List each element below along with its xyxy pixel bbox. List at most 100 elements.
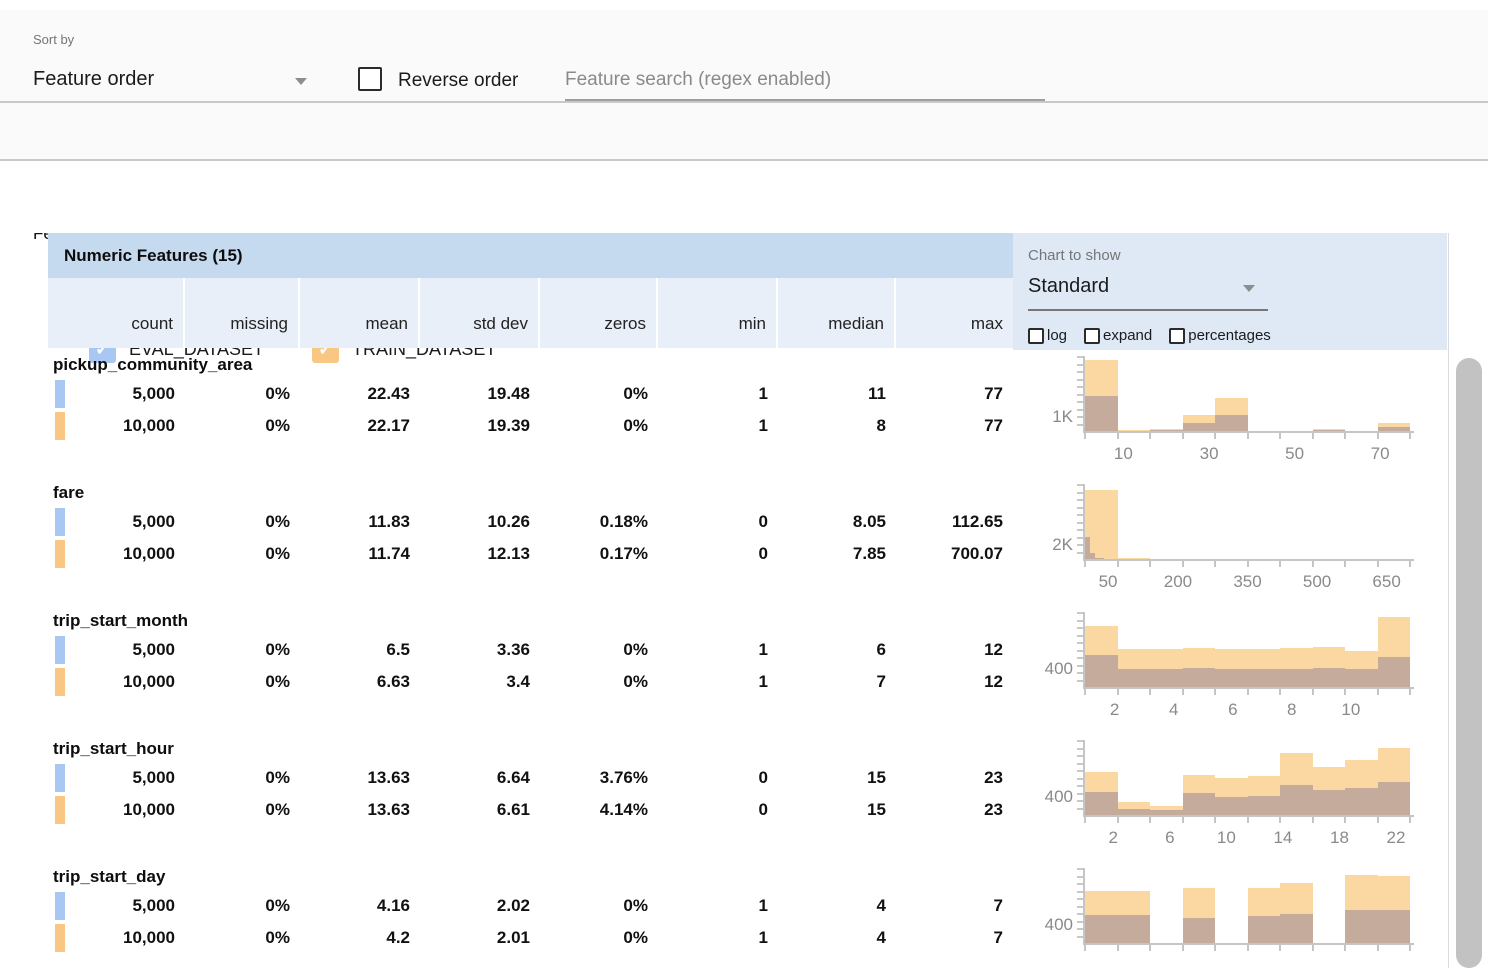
x-axis-tick-label: 10: [1341, 700, 1361, 719]
hist-bar-eval_dataset: [1247, 915, 1280, 943]
feature-name: trip_start_day: [53, 867, 166, 886]
feature-block-fare: fare 5,000 0% 11.83 10.26 0.18% 0 8.05 112.65 10,…: [0, 476, 1447, 604]
y-axis-tick: [1077, 393, 1083, 396]
x-axis-tick: [1344, 817, 1346, 823]
x-axis-tick: [1311, 561, 1314, 567]
histogram-pickup_community_area: 1K 10 30 50 70: [1013, 348, 1447, 476]
x-axis-tick: [1279, 433, 1281, 439]
stat-cell: 11.83: [368, 512, 410, 531]
x-axis-tick: [1149, 433, 1151, 439]
y-axis-tick: [1077, 551, 1083, 554]
hist-bar-eval_dataset: [1150, 810, 1183, 815]
stat-cell: 23: [984, 800, 1003, 819]
y-axis-tick: [1077, 777, 1083, 780]
y-axis-tick: [1077, 544, 1083, 546]
x-axis-tick-label: 18: [1330, 828, 1349, 847]
sort-by-label: Sort by: [33, 32, 75, 47]
feature-block-pickup_community_area: pickup_community_area 5,000 0% 22.43 19.48 0%…: [0, 348, 1447, 476]
log-checkbox[interactable]: [1028, 327, 1044, 344]
y-axis-tick: [1077, 491, 1083, 494]
y-axis-tick: [1077, 649, 1083, 652]
y-axis-tick: [1077, 928, 1083, 930]
hist-bar-eval_dataset: [1182, 917, 1215, 943]
hist-bar-train_dataset: [1085, 490, 1118, 559]
log-option[interactable]: log: [1028, 327, 1067, 344]
x-axis-tick: [1376, 561, 1379, 567]
stat-cell: 4.14%: [599, 800, 648, 819]
sort-by-value[interactable]: Feature order: [33, 68, 155, 90]
x-axis-tick-label: 30: [1199, 444, 1219, 463]
col-min: min: [658, 278, 778, 348]
hist-bar-eval_dataset: [1117, 914, 1150, 943]
vertical-scrollbar[interactable]: [1456, 358, 1482, 968]
x-axis-tick: [1344, 433, 1346, 439]
y-axis-tick: [1077, 408, 1083, 411]
hist-bar-eval_dataset: [1182, 792, 1215, 815]
x-axis-tick: [1181, 817, 1184, 823]
stat-cell: 0.18%: [599, 512, 648, 531]
percentages-checkbox[interactable]: [1169, 327, 1186, 344]
stat-cell: 10,000: [48, 410, 185, 442]
stat-cell: 0%: [265, 512, 290, 531]
y-axis: [1083, 868, 1085, 943]
y-axis-tick: [1077, 499, 1083, 501]
hist-bar-eval_dataset: [1090, 553, 1096, 559]
hist-bar-eval_dataset: [1345, 909, 1378, 943]
train-color-chip: [55, 540, 65, 568]
stat-row-train: 10,000 0% 4.2 2.01 0% 1 4 7: [48, 922, 1013, 954]
x-axis-tick: [1214, 689, 1216, 695]
y-axis-tick: [1077, 627, 1083, 629]
x-axis: [1083, 943, 1414, 945]
stat-cell: 6.63: [376, 672, 410, 691]
stat-cell: 8: [876, 416, 886, 435]
hist-bar-eval_dataset: [1215, 668, 1248, 687]
percentages-option[interactable]: percentages: [1169, 327, 1271, 344]
feature-name: fare: [53, 483, 85, 502]
stat-cell: 0: [758, 544, 768, 563]
eval-color-chip: [55, 636, 65, 664]
stat-cell: 12: [984, 640, 1003, 659]
stat-cell: 4: [876, 896, 886, 915]
eval-color-chip: [55, 764, 65, 792]
x-axis-tick: [1149, 817, 1151, 823]
x-axis-tick: [1084, 561, 1086, 567]
x-axis-tick-label: 22: [1386, 828, 1406, 847]
hist-bar-eval_dataset: [1085, 791, 1118, 815]
stat-row-train: 10,000 0% 6.63 3.4 0% 1 7 12: [48, 666, 1013, 698]
y-axis: [1083, 484, 1085, 559]
stat-cell: 77: [984, 384, 1003, 403]
expand-option[interactable]: expand: [1084, 327, 1152, 344]
stat-cell: 3.36: [496, 640, 530, 659]
stat-cell: 7: [993, 896, 1003, 915]
y-axis-tick: [1077, 371, 1083, 373]
y-axis-tick: [1077, 890, 1083, 893]
stat-row-eval: 5,000 0% 4.16 2.02 0% 1 4 7: [48, 890, 1013, 922]
stat-cell: 10.26: [487, 512, 530, 531]
expand-checkbox[interactable]: [1084, 327, 1101, 344]
feature-search-input[interactable]: [565, 65, 1045, 101]
x-axis-tick: [1181, 433, 1184, 439]
x-axis-tick: [1246, 689, 1249, 695]
x-axis-tick: [1149, 561, 1151, 567]
x-axis-tick: [1279, 689, 1281, 695]
reverse-order-checkbox[interactable]: [358, 67, 382, 91]
chevron-down-icon[interactable]: [295, 78, 307, 85]
y-axis: [1083, 612, 1085, 687]
col-std-dev: std dev: [420, 278, 540, 348]
x-axis-tick: [1279, 817, 1281, 823]
x-axis-tick-label: 2: [1108, 828, 1118, 847]
x-axis-tick: [1214, 817, 1216, 823]
x-axis-tick: [1084, 817, 1086, 823]
x-axis-tick-label: 10: [1113, 444, 1133, 463]
y-axis-label: 400: [1044, 786, 1073, 806]
x-axis-tick: [1116, 561, 1119, 567]
stat-cell: 11.74: [368, 544, 410, 563]
x-axis-tick: [1344, 561, 1346, 567]
x-axis-tick: [1409, 561, 1411, 567]
chart-type-value[interactable]: Standard: [1028, 275, 1110, 297]
hist-bar-eval_dataset: [1150, 668, 1183, 687]
chevron-down-icon[interactable]: [1243, 285, 1255, 292]
col-max: max: [970, 314, 1003, 333]
y-axis-tick: [1077, 363, 1083, 366]
stat-cell: 77: [984, 416, 1003, 435]
